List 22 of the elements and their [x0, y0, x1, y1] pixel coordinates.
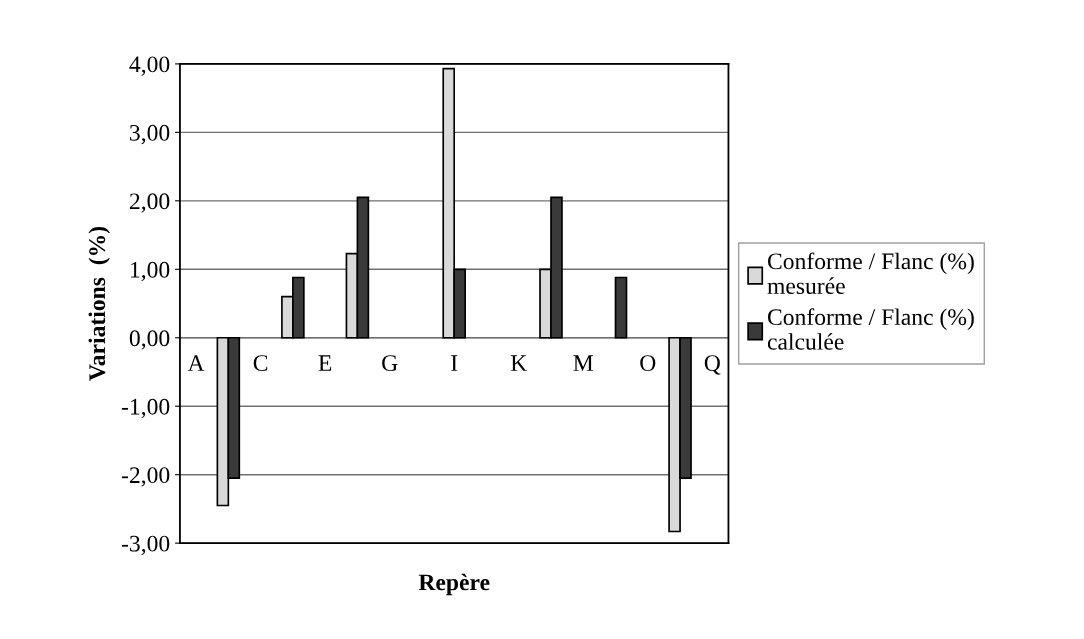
x-tick-label: E — [318, 355, 332, 371]
x-tick-label: G — [382, 355, 398, 372]
y-tick-label: -3,00 — [121, 535, 170, 555]
x-tick-label: C — [253, 355, 268, 372]
x-axis-title: Repère — [418, 573, 490, 596]
x-tick-label: Q — [704, 355, 721, 375]
x-tick-label: A — [187, 355, 205, 371]
x-tick-label: K — [510, 355, 528, 371]
y-tick-label: 1,00 — [130, 261, 170, 282]
y-tick-label: 0,00 — [129, 330, 170, 350]
y-axis-title: Variations (%) — [88, 226, 110, 381]
legend-label: Conforme / Flanc (%) calculée — [767, 308, 974, 350]
y-tick-label: 3,00 — [130, 124, 170, 145]
x-tick-label: O — [640, 355, 656, 372]
y-tick-label: -2,00 — [121, 467, 170, 487]
y-tick-label: 2,00 — [129, 193, 170, 213]
y-tick-label: 4,00 — [129, 56, 170, 76]
legend-label: Conforme / Flanc (%) mesurée — [767, 252, 974, 295]
x-tick-label: M — [573, 355, 594, 371]
y-tick-label: -1,00 — [121, 398, 170, 419]
bar — [614, 276, 628, 339]
x-tick-label: I — [451, 355, 458, 371]
